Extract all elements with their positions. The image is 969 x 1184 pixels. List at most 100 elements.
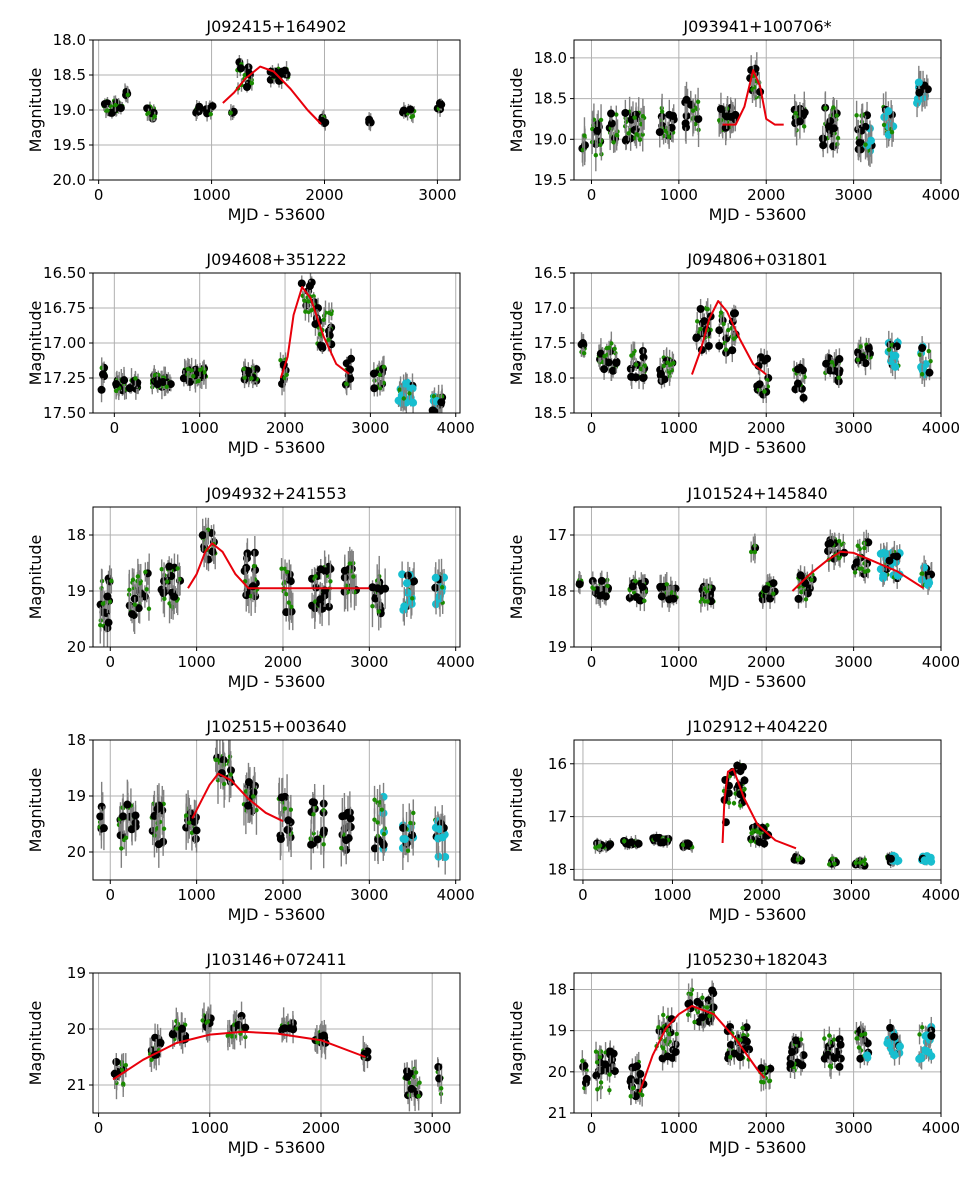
data-point-black: [154, 840, 163, 849]
data-point-black: [715, 341, 724, 350]
data-point-green: [771, 591, 776, 596]
data-point-green: [202, 370, 207, 375]
data-point-black: [286, 577, 295, 586]
plot-area: [593, 759, 936, 870]
data-point-green: [407, 1080, 412, 1085]
data-point-black: [131, 811, 140, 820]
data-point-cyan: [925, 578, 934, 587]
data-point-green: [680, 842, 686, 848]
panel-J103146+072411: 0 1000 2000 3000 19 20 21 J103146+072411 MJD - 5…: [26, 950, 461, 1157]
x-tick-label: 2000: [264, 886, 302, 904]
y-axis-label: Magnitude: [507, 301, 526, 386]
data-point-green: [439, 394, 445, 399]
y-tick-label: 17.0: [534, 299, 567, 317]
data-point-black: [127, 825, 136, 834]
model-curve: [638, 1004, 766, 1093]
plot-area: [578, 52, 932, 172]
data-point-black: [925, 368, 934, 377]
y-tick-label: 20: [67, 638, 86, 656]
x-tick-label: 2000: [747, 419, 785, 437]
data-point-black: [208, 547, 217, 556]
data-point-black: [726, 1040, 735, 1049]
data-point-black: [346, 374, 355, 383]
data-point-green: [413, 1070, 419, 1075]
data-point-green: [109, 578, 114, 584]
data-point-black: [657, 592, 666, 601]
data-point-black: [307, 840, 316, 849]
data-point-green: [836, 375, 841, 380]
data-point-green: [607, 1072, 612, 1077]
panel-title: J093941+100706*: [682, 17, 831, 36]
data-point-black: [284, 816, 293, 825]
data-point-green: [137, 581, 143, 586]
y-tick-label: 17.5: [534, 334, 567, 352]
panel-title: J103146+072411: [205, 950, 346, 969]
data-point-black: [788, 1047, 797, 1056]
x-tick-label: 3000: [835, 419, 873, 437]
data-point-black: [365, 115, 374, 124]
data-point-black: [858, 353, 867, 362]
y-tick-label: 18.0: [53, 31, 86, 49]
data-point-green: [659, 109, 665, 114]
data-point-green: [228, 110, 233, 116]
data-point-black: [123, 800, 132, 809]
data-point-green: [667, 1032, 672, 1037]
data-point-black: [276, 834, 285, 843]
data-point-green: [582, 133, 587, 138]
data-point-green: [803, 597, 809, 602]
data-point-green: [123, 1062, 129, 1068]
data-point-green: [602, 354, 607, 359]
data-point-black: [159, 589, 168, 598]
data-point-green: [375, 820, 380, 825]
x-tick-label: 2000: [747, 653, 785, 671]
x-axis-label: MJD - 53600: [228, 205, 326, 224]
data-point-black: [98, 370, 107, 379]
data-point-black: [321, 567, 330, 576]
x-tick-label: 0: [587, 186, 597, 204]
data-point-green: [795, 857, 801, 863]
data-point-green: [243, 1034, 248, 1040]
data-point-green: [143, 569, 148, 575]
x-tick-label: 1000: [660, 1119, 698, 1137]
data-point-cyan: [922, 1047, 931, 1056]
data-point-green: [721, 321, 726, 327]
x-tick-label: 2000: [302, 1119, 340, 1137]
data-point-green: [605, 583, 610, 589]
data-point-green: [822, 1036, 827, 1041]
data-point-green: [152, 372, 158, 378]
data-point-cyan: [401, 379, 410, 388]
data-point-green: [881, 122, 887, 128]
data-point-black: [682, 95, 691, 104]
data-point-black: [153, 380, 162, 389]
data-point-black: [755, 380, 764, 389]
x-tick-label: 4000: [437, 653, 475, 671]
data-point-black: [179, 374, 188, 383]
data-point-green: [410, 596, 415, 601]
x-tick-label: 3000: [351, 419, 389, 437]
plot-area: [575, 529, 936, 613]
model-curve: [112, 1030, 366, 1081]
data-point-green: [718, 310, 724, 315]
data-point-green: [799, 589, 804, 595]
data-point-black: [198, 531, 207, 540]
data-point-green: [917, 1032, 922, 1037]
data-point-black: [836, 1040, 845, 1049]
data-point-green: [749, 830, 754, 836]
data-point-black: [592, 1071, 601, 1080]
data-point-black: [311, 320, 320, 329]
x-axis-label: MJD - 53600: [228, 1138, 326, 1157]
data-point-black: [345, 365, 354, 374]
plot-area: [579, 978, 936, 1107]
data-point-green: [105, 108, 110, 113]
data-point-green: [401, 396, 406, 401]
data-point-black: [165, 562, 174, 571]
x-tick-label: 4000: [922, 653, 960, 671]
data-point-green: [629, 353, 634, 358]
data-point-black: [369, 369, 378, 378]
data-point-green: [809, 577, 814, 583]
data-point-green: [251, 794, 256, 799]
data-point-black: [244, 778, 253, 787]
y-tick-label: 20: [67, 843, 86, 861]
data-point-green: [348, 569, 353, 574]
data-point-green: [827, 1063, 833, 1069]
